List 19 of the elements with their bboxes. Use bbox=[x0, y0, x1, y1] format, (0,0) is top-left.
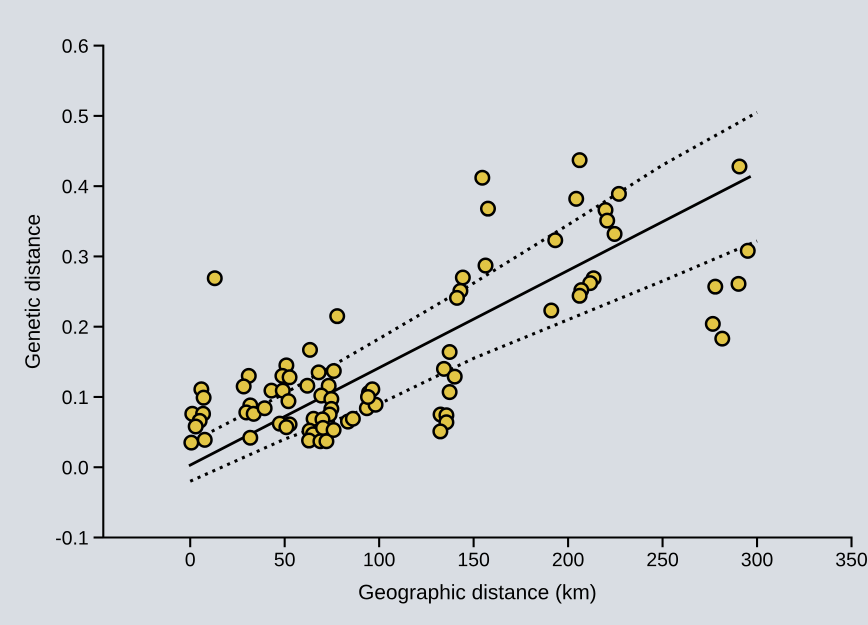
x-tick-label: 350 bbox=[836, 552, 867, 566]
x-tick-label: 300 bbox=[742, 552, 772, 566]
y-tick-label: 0.6 bbox=[62, 39, 88, 53]
y-tick-label: 0.0 bbox=[62, 460, 88, 474]
y-tick-label: -0.1 bbox=[56, 530, 88, 545]
x-tick-label: 50 bbox=[274, 552, 295, 566]
x-axis-title: Geographic distance (km) bbox=[359, 584, 596, 604]
y-tick-label: 0.5 bbox=[62, 109, 88, 124]
x-tick-label: 0 bbox=[186, 552, 195, 566]
x-tick-label: 200 bbox=[552, 552, 584, 566]
y-tick-label: 0.2 bbox=[62, 320, 88, 334]
y-tick-label: 0.4 bbox=[62, 180, 88, 194]
y-tick-label: 0.3 bbox=[62, 250, 88, 264]
y-axis-title: Genetic distance bbox=[24, 214, 40, 368]
x-tick-label: 250 bbox=[647, 552, 678, 566]
line-series bbox=[188, 239, 759, 483]
x-tick-label: 100 bbox=[364, 552, 395, 566]
x-tick-label: 150 bbox=[458, 552, 490, 566]
y-tick-label: 0.1 bbox=[62, 390, 88, 404]
